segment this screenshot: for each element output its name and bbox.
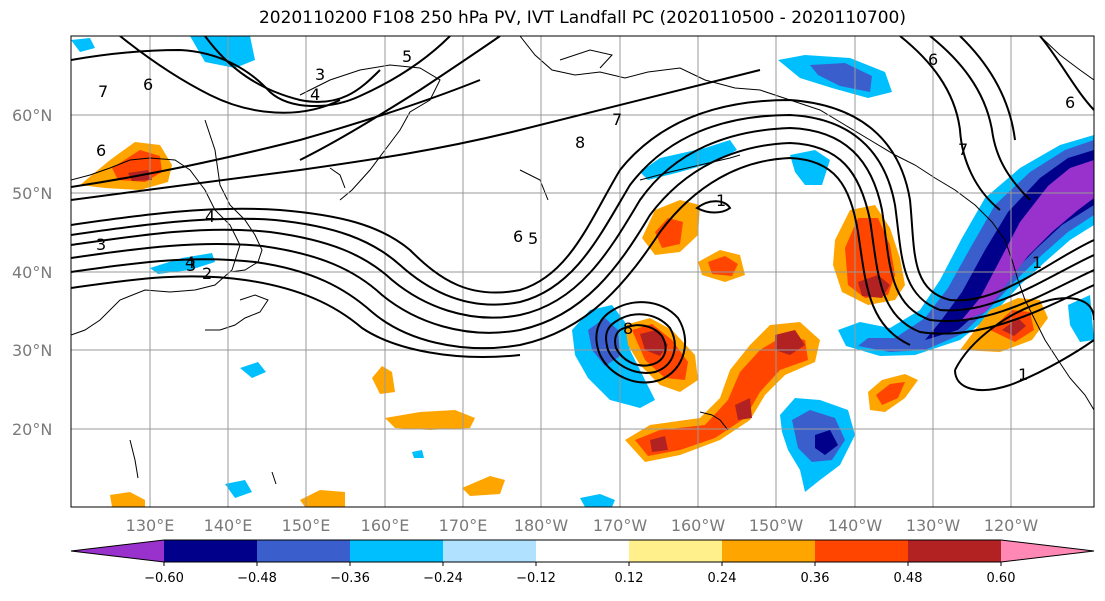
contour-label: 7 [958, 140, 968, 159]
colorbar-tick-label: −0.36 [330, 571, 370, 586]
map-title: 2020110200 F108 250 hPa PV, IVT Landfall… [258, 8, 906, 28]
longitude-labels: 130°E 140°E 150°E 160°E 170°E 180°W 170°… [126, 516, 1039, 535]
colorbar-segment [629, 540, 723, 562]
lon-label: 180°W [514, 516, 569, 535]
colorbar-tick-label: −0.24 [423, 571, 463, 586]
colorbar-tick-label: −0.48 [237, 571, 277, 586]
contour-label: 1 [1032, 253, 1042, 272]
contour-label: 7 [98, 82, 108, 101]
contour-label: 4 [185, 253, 195, 272]
lat-label: 60°N [12, 106, 52, 125]
contour-label: 5 [402, 47, 412, 66]
lon-label: 170°W [593, 516, 648, 535]
contour-label: 6 [1065, 93, 1075, 112]
lat-label: 40°N [12, 263, 52, 282]
contour-label: 6 [513, 227, 523, 246]
colorbar-tick-label: −0.12 [516, 571, 556, 586]
lon-label: 140°E [204, 516, 253, 535]
colorbar-tick-label: 0.12 [615, 571, 644, 586]
colorbar-segment [1001, 540, 1094, 562]
colorbar-segment [257, 540, 351, 562]
colorbar-segment [722, 540, 816, 562]
lon-label: 130°E [126, 516, 175, 535]
contour-label: 4 [205, 207, 215, 226]
contour-label: 6 [96, 141, 106, 160]
colorbar-segment [908, 540, 1002, 562]
contour-label: 4 [310, 85, 320, 104]
lat-label: 30°N [12, 341, 52, 360]
lon-label: 160°E [361, 516, 410, 535]
colorbar-segment [536, 540, 630, 562]
contour-label: 7 [612, 110, 622, 129]
lon-label: 170°E [439, 516, 488, 535]
contour-label: 6 [143, 75, 153, 94]
lat-label: 20°N [12, 420, 52, 439]
lon-label: 120°W [984, 516, 1039, 535]
colorbar-tick-label: −0.60 [144, 571, 184, 586]
colorbar-tick-label: 0.36 [801, 571, 830, 586]
colorbar-tick-label: 0.60 [987, 571, 1016, 586]
contour-label: 2 [202, 264, 212, 283]
colorbar-segment [164, 540, 258, 562]
colorbar-ticks: −0.60 −0.48 −0.36 −0.24 −0.12 0.12 0.24 0.36 0.4… [144, 562, 1015, 586]
contour-labels: 6 3 5 4 8 7 6 4 4 3 3 2 6 5 8 7 6 1 1 1 … [96, 47, 1075, 384]
lon-label: 150°W [749, 516, 804, 535]
lon-label: 150°E [282, 516, 331, 535]
contour-label: 6 [928, 50, 938, 69]
black-contours [71, 36, 1094, 391]
contour-label: 3 [315, 65, 325, 84]
colorbar-segments [70, 539, 1095, 563]
map-frame [70, 35, 1095, 508]
contour-label: 5 [528, 229, 538, 248]
contour-label: 3 [186, 256, 196, 275]
latitude-labels: 60°N 50°N 40°N 30°N 20°N [12, 106, 52, 439]
contour-label: 8 [575, 133, 585, 152]
lon-label: 160°W [671, 516, 726, 535]
contour-label: 1 [1018, 365, 1028, 384]
pv-anomaly-shading [71, 36, 1094, 507]
colorbar-segment [71, 540, 164, 562]
colorbar-segment [815, 540, 909, 562]
lon-label: 140°W [828, 516, 883, 535]
colorbar-segment [443, 540, 537, 562]
contour-label: 3 [96, 235, 106, 254]
contour-label: 8 [623, 319, 633, 338]
colorbar-segment [350, 540, 444, 562]
colorbar-tick-label: 0.24 [708, 571, 737, 586]
colorbar-tick-label: 0.48 [894, 571, 923, 586]
contour-label: 1 [716, 191, 726, 210]
colorbar: −0.60 −0.48 −0.36 −0.24 −0.12 0.12 0.24 0.36 0.4… [70, 539, 1095, 586]
lat-label: 50°N [12, 184, 52, 203]
lon-label: 130°W [906, 516, 961, 535]
